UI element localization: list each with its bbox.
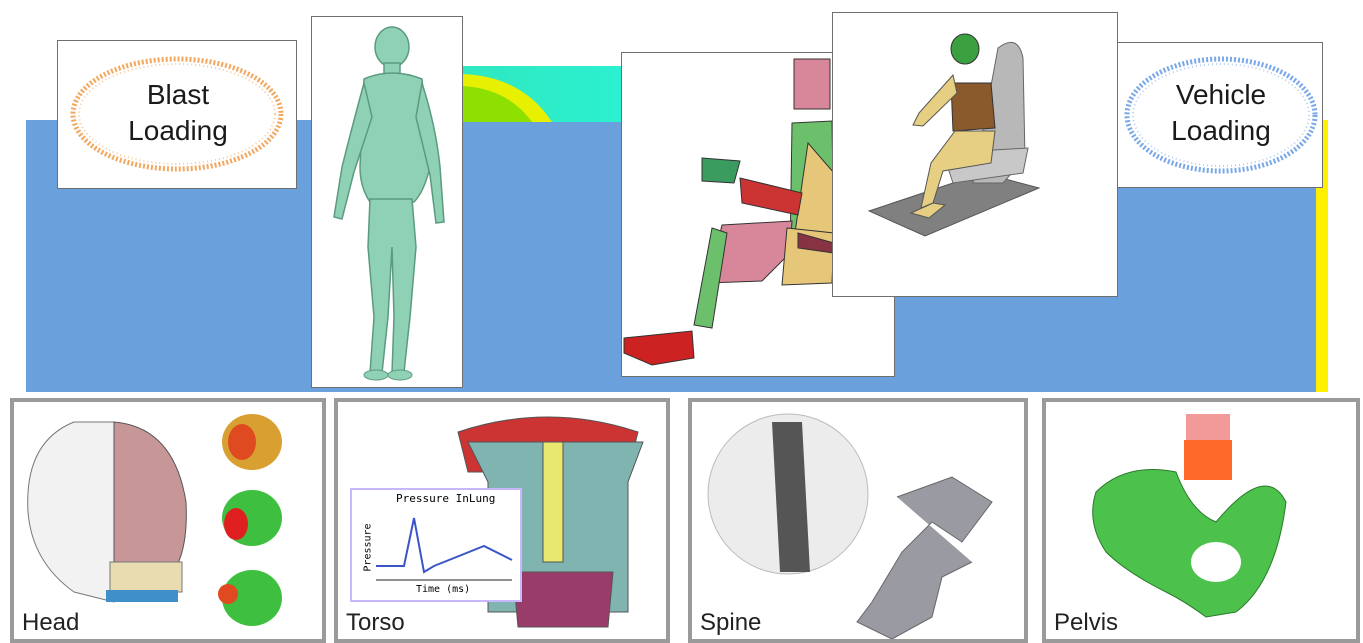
torso-panel: Pressure InLung Pressure Time (ms) Torso bbox=[334, 398, 670, 643]
standing-body-figure bbox=[333, 26, 445, 381]
head-panel: Head bbox=[10, 398, 326, 643]
standing-human-model-image bbox=[311, 16, 463, 388]
pressure-inset-ylabel: Pressure bbox=[362, 523, 374, 572]
blast-ring-icon bbox=[70, 56, 284, 172]
seated-dummy-mesh-image bbox=[621, 52, 895, 377]
pelvis-panel-label: Pelvis bbox=[1054, 609, 1119, 636]
blast-label-line2: Loading bbox=[128, 115, 228, 146]
vehicle-ring-icon bbox=[1124, 56, 1318, 174]
pelvis-model-figure bbox=[1092, 414, 1287, 618]
blast-label-line1: Blast bbox=[146, 79, 210, 110]
spine-panel: Spine bbox=[688, 398, 1028, 643]
spine-model-figure bbox=[707, 413, 993, 639]
seat-model-image bbox=[832, 12, 1118, 297]
head-panel-label: Head bbox=[22, 609, 80, 636]
vehicle-label-line2: Loading bbox=[1171, 115, 1271, 146]
torso-panel-label: Torso bbox=[346, 609, 405, 636]
vehicle-loading-card: Vehicle Loading bbox=[1117, 42, 1323, 188]
pressure-inset-xlabel: Time (ms) bbox=[416, 584, 471, 595]
spine-panel-label: Spine bbox=[700, 609, 762, 636]
vehicle-label-line1: Vehicle bbox=[1175, 79, 1267, 110]
blast-loading-label: Blast Loading bbox=[58, 77, 298, 149]
blast-wave-strip bbox=[462, 66, 624, 122]
seat-figure bbox=[867, 33, 1041, 237]
pressure-inset-title: Pressure InLung bbox=[396, 492, 496, 505]
yellow-edge-bar bbox=[1316, 120, 1328, 392]
pelvis-panel: Pelvis bbox=[1042, 398, 1360, 643]
vehicle-loading-label: Vehicle Loading bbox=[1118, 77, 1324, 149]
seated-dummy-figure bbox=[623, 58, 835, 366]
pressure-curve bbox=[376, 517, 513, 581]
pressure-inset-chart: Pressure InLung Pressure Time (ms) bbox=[350, 488, 522, 602]
head-model-figure bbox=[27, 414, 282, 626]
blast-loading-card: Blast Loading bbox=[57, 40, 297, 189]
